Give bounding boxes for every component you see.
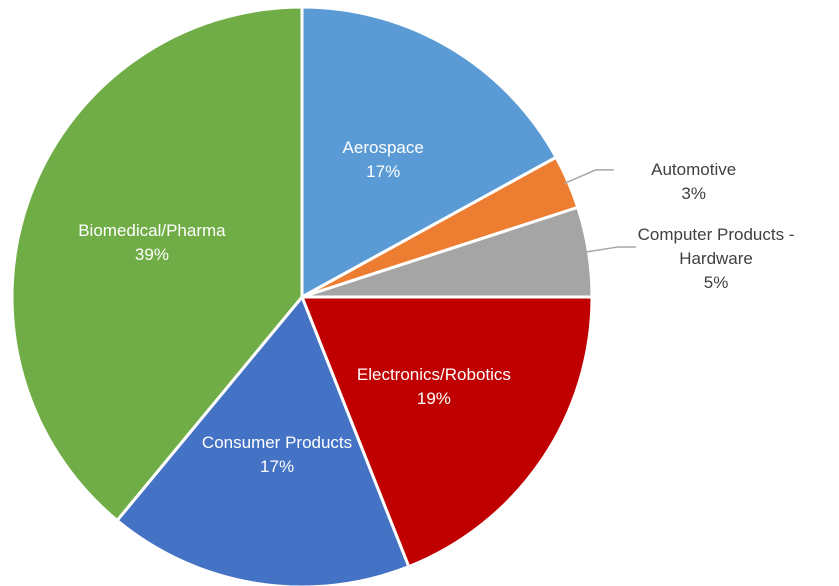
percent-label: 3% [681,183,706,203]
percent-label: 17% [366,161,401,181]
slice-label: Consumer Products 17% [177,431,377,479]
percent-label: 5% [703,272,729,292]
percent-label: 17% [260,456,295,476]
pie-slice [115,294,411,586]
category-label: Biomedical/Pharma [78,220,226,240]
slice-label: Aerospace 17% [283,136,483,184]
slice-label: Automotive 3% [604,158,784,206]
leader-line [564,169,614,185]
pie-slice [300,5,559,300]
category-label: Electronics/Robotics [356,364,511,384]
category-label: Computer Products - Hardware [637,224,795,268]
category-label: Aerospace [342,137,424,157]
slice-label: Biomedical/Pharma 39% [52,219,252,267]
category-label: Automotive [651,159,737,179]
pie-slice [299,295,594,569]
category-label: Consumer Products [201,432,353,452]
pie-slice [10,5,304,523]
percent-label: 39% [134,244,169,264]
slice-label: Computer Products - Hardware 5% [626,223,806,295]
percent-label: 19% [416,388,451,408]
slice-label: Electronics/Robotics 19% [334,363,534,411]
leader-line [584,246,637,254]
